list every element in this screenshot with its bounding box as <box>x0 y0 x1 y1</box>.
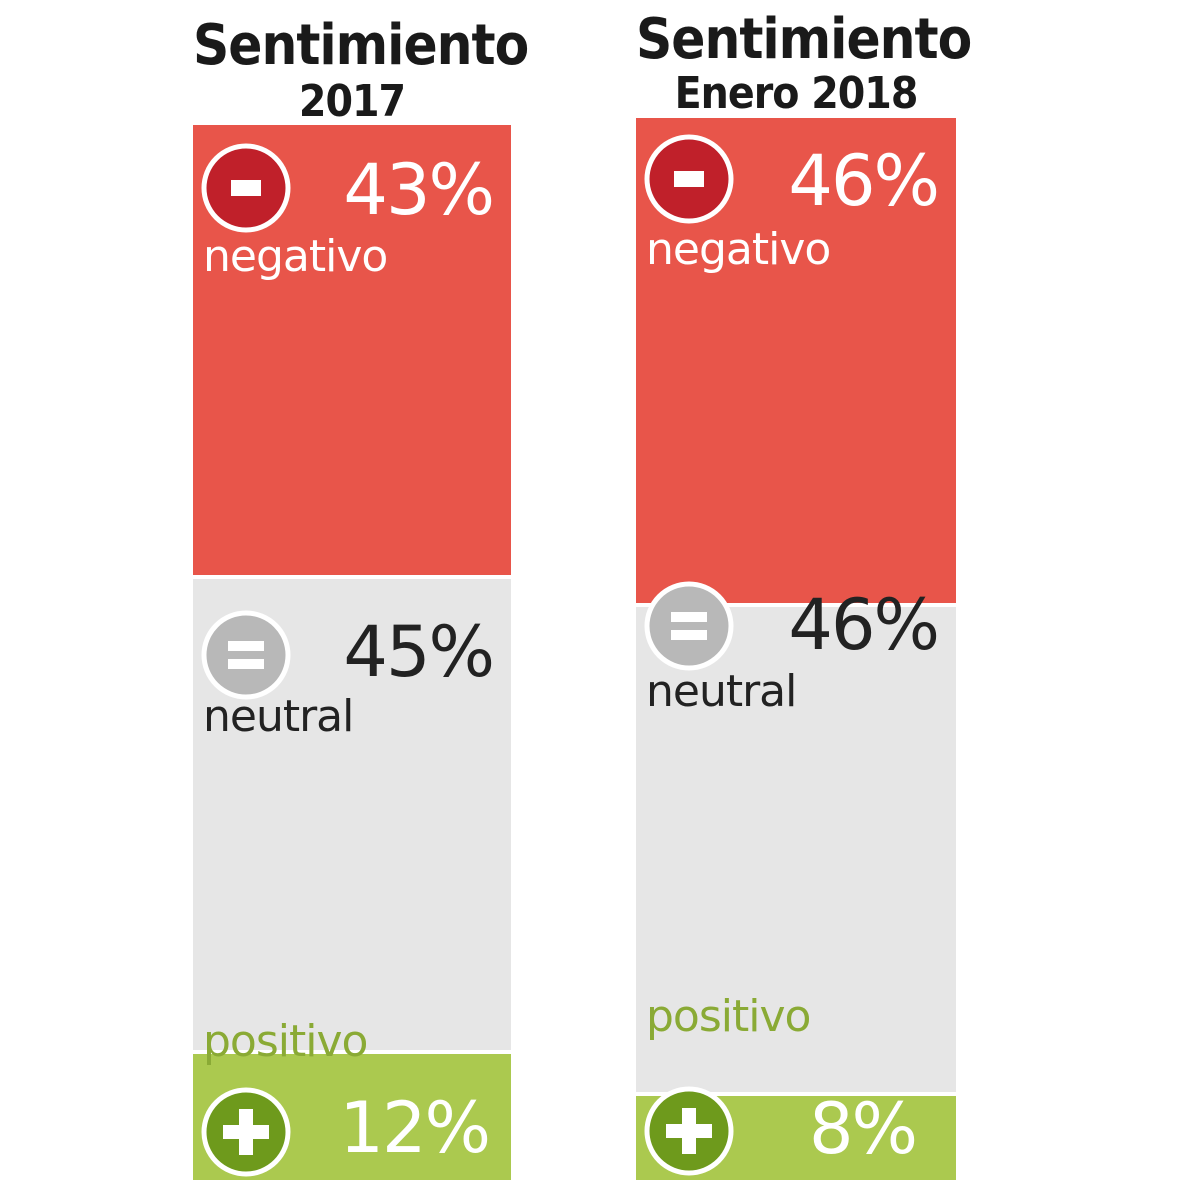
data-label-positivo: 12% <box>339 1087 491 1169</box>
category-label-negativo: negativo <box>203 231 388 282</box>
chart-subtitle: 2017 <box>298 76 406 127</box>
data-label-negativo: 43% <box>343 149 495 231</box>
category-label-neutral: neutral <box>203 691 354 742</box>
category-label-positivo: positivo <box>646 991 811 1042</box>
category-label-neutral: neutral <box>646 666 797 717</box>
category-label-positivo: positivo <box>203 1016 368 1067</box>
data-label-negativo: 46% <box>788 140 940 222</box>
stacked-bar: 43% negativo 45% neutral positivo 12% <box>193 125 511 1180</box>
category-label-negativo: negativo <box>646 224 831 275</box>
plus-circle-icon <box>644 1086 734 1176</box>
data-label-neutral: 46% <box>788 584 940 666</box>
equals-circle-icon <box>201 610 291 700</box>
stacked-bar: 46% negativo 46% neutral positivo 8% <box>636 118 956 1180</box>
chart-sentimiento-enero-2018: Sentimiento Enero 2018 46% negativo 46% … <box>636 0 972 1200</box>
plus-circle-icon <box>201 1087 291 1177</box>
equals-circle-icon <box>644 581 734 671</box>
chart-title: Sentimiento <box>193 13 529 78</box>
data-label-positivo: 8% <box>808 1088 918 1170</box>
chart-sentimiento-2017: Sentimiento 2017 43% negativo 45% neutra… <box>193 0 529 1200</box>
bar-segment-neutral <box>636 606 956 1092</box>
minus-circle-icon <box>201 143 291 233</box>
chart-subtitle: Enero 2018 <box>674 68 919 119</box>
chart-title: Sentimiento <box>636 7 972 72</box>
data-label-neutral: 45% <box>343 611 495 693</box>
minus-circle-icon <box>644 134 734 224</box>
